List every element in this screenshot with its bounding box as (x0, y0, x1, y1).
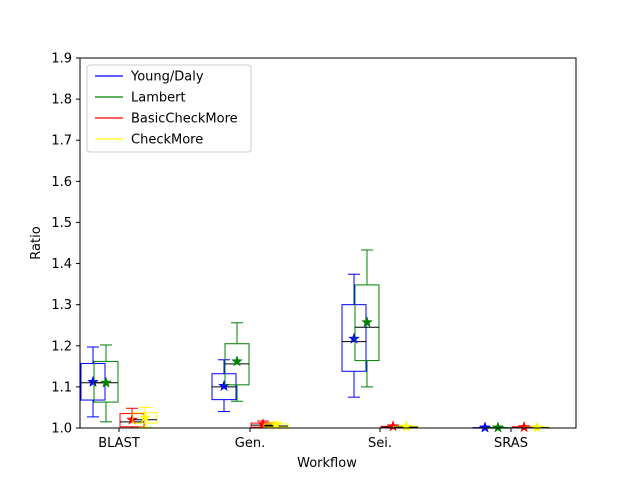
mean-marker (348, 332, 360, 344)
box-3-3 (524, 421, 550, 433)
mean-marker (531, 421, 543, 433)
axes: 1.0 1.1 1.2 1.3 1.4 1.5 1.6 1.7 1.8 1.9 BLAST Gen. S… (51, 52, 577, 451)
mean-marker (100, 376, 112, 388)
mean-marker (257, 418, 269, 430)
y-tick-label: 1.7 (51, 134, 72, 149)
mean-marker (400, 420, 412, 432)
y-tick-label: 1.3 (51, 298, 72, 313)
box-iqr (93, 360, 119, 403)
x-tick-label: Sei. (368, 436, 392, 451)
x-tick-label: BLAST (98, 436, 140, 451)
box-1-1 (224, 322, 250, 402)
mean-marker (492, 421, 504, 433)
y-tick-label: 1.9 (51, 52, 72, 67)
mean-marker (87, 375, 99, 388)
y-tick-label: 1.2 (51, 339, 72, 354)
mean-marker (218, 379, 230, 392)
legend-frame (86, 64, 252, 153)
legend-label: CheckMore (131, 133, 203, 148)
y-tick-label: 1.0 (51, 422, 72, 437)
y-tick-label: 1.6 (51, 175, 72, 190)
box-iqr (354, 284, 380, 362)
box-0-3 (132, 406, 158, 428)
x-tick-label: Gen. (235, 436, 265, 451)
box-1-0 (211, 359, 237, 413)
box-0-1 (93, 344, 119, 423)
box-0-0 (80, 346, 106, 418)
legend: Young/Daly Lambert BasicCheckMore CheckMore (86, 64, 252, 153)
x-tick-label: SRAS (494, 436, 528, 451)
y-axis-label: Ratio (29, 226, 44, 259)
mean-marker (361, 316, 373, 328)
mean-marker (479, 421, 491, 433)
plot-area (80, 249, 550, 433)
y-tick-label: 1.1 (51, 380, 72, 395)
mean-marker (270, 418, 282, 431)
mean-marker (387, 420, 399, 432)
box-iqr (341, 304, 367, 372)
mean-marker (231, 355, 243, 367)
mean-marker (518, 420, 530, 433)
box-2-3 (393, 420, 419, 432)
legend-label: Young/Daly (130, 70, 204, 85)
y-tick-label: 1.4 (51, 257, 72, 272)
box-2-1 (354, 249, 380, 388)
plot-frame (79, 57, 577, 429)
x-axis-label: Workflow (297, 456, 357, 471)
y-tick-label: 1.8 (51, 93, 72, 108)
mean-marker (126, 413, 138, 425)
y-tick-label: 1.5 (51, 216, 72, 231)
legend-label: Lambert (131, 91, 186, 106)
mean-marker (139, 411, 151, 423)
box-2-0 (341, 273, 367, 398)
box-0-2 (119, 407, 145, 429)
legend-label: BasicCheckMore (131, 112, 238, 127)
